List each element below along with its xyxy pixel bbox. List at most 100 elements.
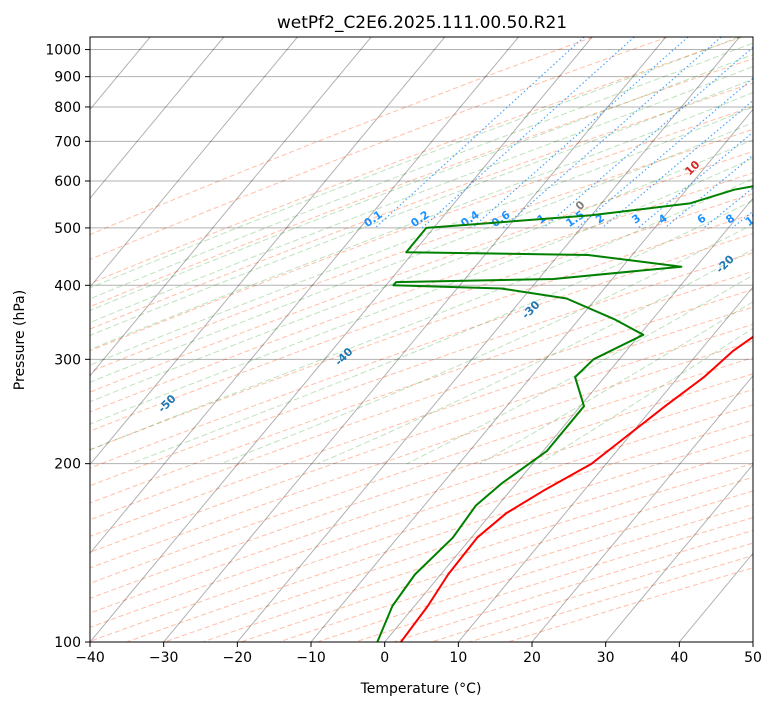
isotherm-line <box>0 37 3 642</box>
mixing-ratio-label: 3 <box>629 211 643 226</box>
mixing-ratio-line <box>576 77 753 229</box>
mixing-ratio-line <box>755 37 775 228</box>
moist-adiabat-line <box>90 37 740 289</box>
mixing-ratio-line <box>471 37 689 229</box>
mixing-ratio-label: 6 <box>695 211 709 226</box>
dry-adiabat-line <box>90 150 753 393</box>
y-axis: 100 200 300 400 500 600 700 800 900 1000 <box>45 43 90 651</box>
moist-adiabat-line <box>90 78 753 337</box>
dry-adiabat-line <box>393 529 753 642</box>
isotherm-line <box>752 641 753 642</box>
mixing-ratio-line <box>502 37 722 229</box>
y-tick-label: 700 <box>54 134 81 150</box>
dry-adiabat-line <box>90 82 753 330</box>
dry-adiabat-label: -30 <box>519 298 542 321</box>
mixing-ratio-label: 0.4 <box>458 208 482 230</box>
isotherm-line <box>90 37 593 642</box>
x-tick-label: 30 <box>597 650 615 666</box>
x-tick-label: 40 <box>670 650 688 666</box>
dry-adiabat-line <box>90 37 593 236</box>
dry-adiabat-label: -60 <box>0 437 17 460</box>
y-tick-label: 900 <box>54 70 81 86</box>
dry-adiabat-line <box>90 419 753 642</box>
y-tick-label: 100 <box>54 635 81 651</box>
isotherm-line <box>678 552 753 642</box>
y-tick-label: 200 <box>54 457 81 473</box>
dry-adiabat-line <box>431 542 753 642</box>
moist-adiabat-line <box>317 248 753 465</box>
dry-adiabat-line <box>90 357 753 584</box>
dry-adiabat-line <box>90 388 753 614</box>
y-tick-label: 300 <box>54 352 81 368</box>
y-axis-label: Pressure (hPa) <box>12 290 28 390</box>
isotherm-line <box>90 37 298 288</box>
isotherm-line <box>90 37 225 200</box>
dry-adiabat-line <box>90 37 668 261</box>
chart-title: wetPf2_C2E6.2025.111.00.50.R21 <box>277 13 567 33</box>
dry-adiabat-line <box>90 232 753 469</box>
mixing-ratio-line <box>543 46 753 229</box>
x-tick-label: −10 <box>296 650 326 666</box>
isotherm-line <box>90 37 372 377</box>
y-tick-label: 500 <box>54 221 81 237</box>
isotherm-line <box>90 37 519 555</box>
moist-adiabat-line <box>90 139 753 403</box>
sounding-series-line <box>376 185 753 642</box>
moist-adiabat-line <box>131 199 753 465</box>
dry-adiabat-line <box>90 288 753 521</box>
dry-adiabat-line <box>240 476 753 642</box>
mixing-ratio-line <box>421 37 635 229</box>
dry-adiabat-line <box>90 172 753 413</box>
mixing-ratio-line <box>374 37 585 229</box>
x-tick-label: −20 <box>223 650 253 666</box>
moist-adiabat-line <box>90 106 753 366</box>
moist-adiabat-label: 10 <box>682 158 702 178</box>
dry-adiabat-line <box>355 516 753 642</box>
x-tick-label: 50 <box>744 650 762 666</box>
isotherm-line <box>310 108 753 642</box>
plot-area: 0.10.20.40.611.52346810131620253036-100-… <box>0 37 775 642</box>
moist-adiabat-line <box>479 301 753 465</box>
dry-adiabat-line <box>90 270 753 504</box>
y-tick-label: 400 <box>54 278 81 294</box>
y-tick-label: 800 <box>54 100 81 116</box>
dry-adiabat-line <box>126 434 753 642</box>
dry-adiabat-line <box>90 37 743 285</box>
moist-adiabat-line <box>90 54 753 311</box>
mixing-ratio-line <box>601 99 753 229</box>
dry-adiabat-line <box>90 404 753 628</box>
mixing-ratio-label: 13 <box>770 209 775 228</box>
moist-adiabat-line <box>220 223 753 465</box>
mixing-ratio-label: 10 <box>743 209 763 229</box>
dry-adiabat-line <box>90 193 753 432</box>
dry-adiabat-line <box>90 128 753 373</box>
dry-adiabat-line <box>90 58 753 308</box>
sounding-series-line <box>400 335 753 642</box>
x-tick-label: 10 <box>449 650 467 666</box>
isotherm-line <box>457 286 753 642</box>
mixing-ratio-line <box>664 154 753 229</box>
dry-adiabat-line <box>90 340 753 569</box>
moist-adiabat-line <box>90 122 753 383</box>
moist-adiabat-line <box>90 92 753 351</box>
x-tick-label: −30 <box>149 650 179 666</box>
mixing-ratio-label: 0.6 <box>489 208 513 230</box>
mixing-ratio-label: 8 <box>723 211 737 226</box>
moist-adiabat-line <box>90 65 753 324</box>
x-tick-label: 0 <box>380 650 389 666</box>
moist-adiabat-line <box>90 42 753 300</box>
x-axis-label: Temperature (°C) <box>360 681 482 697</box>
dry-adiabat-label: -50 <box>155 392 178 415</box>
isotherm-line <box>90 37 446 466</box>
dry-adiabat-line <box>90 323 753 553</box>
x-tick-label: −40 <box>75 650 105 666</box>
dry-adiabat-line <box>90 213 753 451</box>
isotherm-line <box>163 37 667 642</box>
mixing-ratio-line <box>703 187 753 229</box>
x-axis: −40 −30 −20 −10 0 10 20 30 40 50 <box>75 642 762 666</box>
moist-adiabat-line <box>538 327 753 465</box>
isotherm-line <box>531 374 753 642</box>
dry-adiabat-label: -40 <box>332 345 355 368</box>
dry-adiabat-label: -20 <box>713 252 736 275</box>
